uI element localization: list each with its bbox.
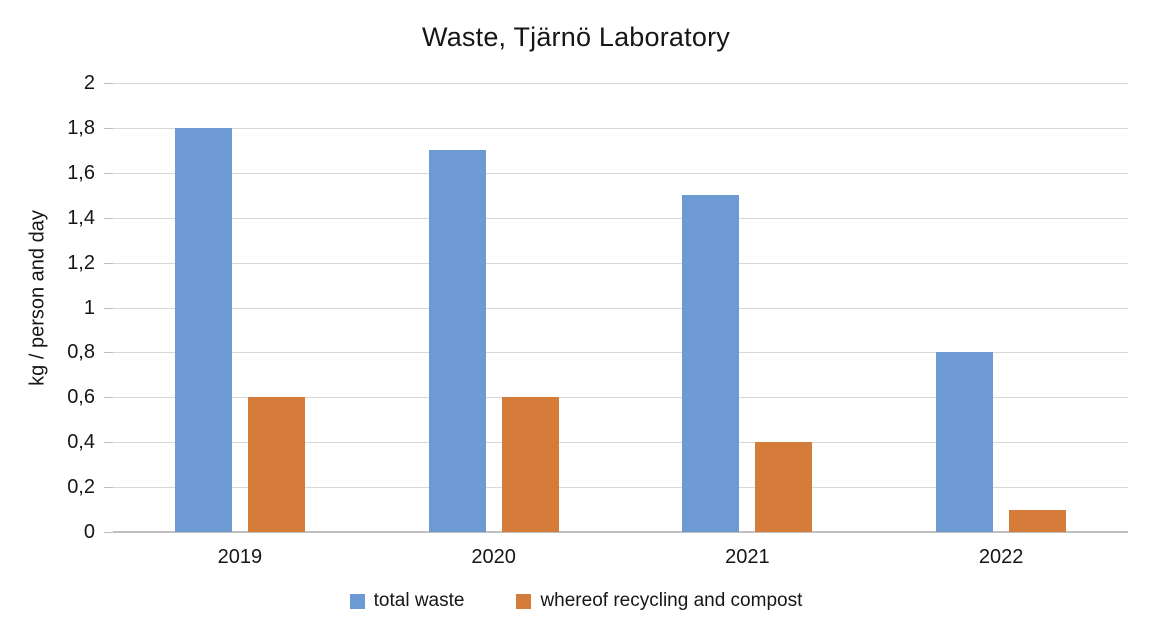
chart-title: Waste, Tjärnö Laboratory: [422, 22, 730, 52]
gridline: [113, 83, 1128, 84]
y-tick-mark: [104, 532, 113, 533]
y-tick-label-1: 1: [83, 296, 95, 319]
gridline: [113, 262, 1128, 264]
bar-whereof-recycling-and-compost-2019: [247, 397, 305, 532]
y-tick-mark: [104, 307, 113, 309]
bar-whereof-recycling-and-compost-2022: [1009, 509, 1067, 532]
legend-swatch-whereof-recycling-and-compost: [516, 593, 532, 609]
y-tick-label-2: 2: [83, 72, 95, 94]
bar-total-waste-2019: [174, 127, 232, 532]
x-tick-label-2020: 2020: [471, 546, 516, 568]
gridline: [113, 217, 1128, 219]
y-tick-mark: [104, 397, 113, 399]
legend: total waste whereof recycling and compost: [0, 590, 1152, 612]
y-tick-mark: [104, 352, 113, 354]
bar-total-waste-2021: [682, 195, 740, 532]
gridline: [113, 487, 1128, 489]
bar-whereof-recycling-and-compost-2021: [755, 442, 813, 532]
y-tick-label-0-6: 0,6: [67, 386, 95, 409]
y-tick-label-0-2: 0,2: [67, 476, 95, 499]
y-tick-mark: [104, 83, 113, 84]
gridline: [113, 127, 1128, 129]
gridline: [113, 307, 1128, 309]
legend-label-total-waste: total waste: [373, 590, 465, 611]
bar-total-waste-2020: [428, 150, 486, 532]
y-tick-label-1-8: 1,8: [67, 116, 95, 139]
x-tick-label-2021: 2021: [725, 546, 770, 568]
y-tick-mark: [104, 127, 113, 129]
bar-total-waste-2022: [936, 352, 994, 532]
gridline: [113, 352, 1128, 354]
x-tick-label-2019: 2019: [217, 546, 263, 568]
y-tick-label-0: 0: [83, 521, 95, 543]
y-tick-label-1-6: 1,6: [67, 161, 95, 184]
legend-item-whereof-recycling-and-compost: whereof recycling and compost: [516, 590, 802, 612]
legend-label-whereof-recycling-and-compost: whereof recycling and compost: [540, 590, 803, 611]
gridline: [113, 172, 1128, 174]
y-tick-mark: [104, 217, 113, 219]
y-tick-label-1-2: 1,2: [67, 251, 95, 274]
y-tick-mark: [104, 442, 113, 444]
x-axis-line: [113, 531, 1128, 533]
y-tick-mark: [104, 172, 113, 174]
gridline: [113, 442, 1128, 444]
gridline: [113, 397, 1128, 399]
y-tick-label-0-8: 0,8: [67, 341, 95, 364]
legend-item-total-waste: total waste: [349, 590, 465, 612]
bar-whereof-recycling-and-compost-2020: [501, 397, 559, 532]
y-tick-mark: [104, 262, 113, 264]
y-tick-label-1-4: 1,4: [67, 206, 95, 229]
y-tick-mark: [104, 487, 113, 489]
x-tick-label-2022: 2022: [978, 546, 1024, 568]
y-tick-label-0-4: 0,4: [67, 431, 95, 454]
legend-swatch-total-waste: [349, 593, 365, 609]
